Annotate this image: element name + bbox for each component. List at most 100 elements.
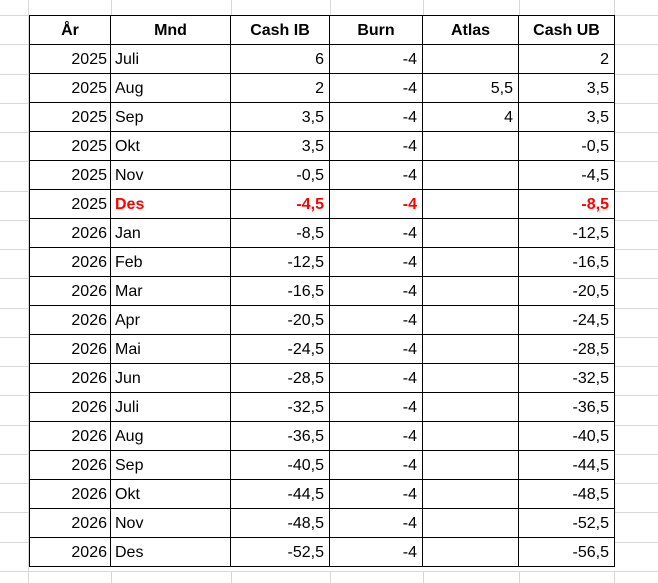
cell-cash-ub[interactable]: -8,5: [518, 189, 615, 219]
cell-burn[interactable]: -4: [329, 73, 423, 103]
cell-year[interactable]: 2025: [29, 44, 111, 74]
cell-cash-ub[interactable]: -16,5: [518, 247, 615, 277]
cell-year[interactable]: 2025: [29, 189, 111, 219]
cell-atlas[interactable]: 4: [422, 102, 519, 132]
cell-cash-ub[interactable]: -32,5: [518, 363, 615, 393]
cell-cash-ub[interactable]: -28,5: [518, 334, 615, 364]
cell-cash-ub[interactable]: -0,5: [518, 131, 615, 161]
cell-burn[interactable]: -4: [329, 218, 423, 248]
cell-cash-ib[interactable]: -44,5: [230, 479, 330, 509]
cell-mnd[interactable]: Jun: [110, 363, 231, 393]
cell-mnd[interactable]: Nov: [110, 508, 231, 538]
cell-year[interactable]: 2026: [29, 363, 111, 393]
cell-cash-ib[interactable]: -32,5: [230, 392, 330, 422]
cell-atlas[interactable]: [422, 131, 519, 161]
cell-cash-ub[interactable]: -12,5: [518, 218, 615, 248]
header-cash-ub[interactable]: Cash UB: [518, 15, 615, 45]
cell-burn[interactable]: -4: [329, 131, 423, 161]
cell-cash-ub[interactable]: -4,5: [518, 160, 615, 190]
cell-burn[interactable]: -4: [329, 421, 423, 451]
cell-cash-ib[interactable]: 2: [230, 73, 330, 103]
cell-year[interactable]: 2026: [29, 276, 111, 306]
cell-atlas[interactable]: [422, 189, 519, 219]
cell-burn[interactable]: -4: [329, 508, 423, 538]
cell-cash-ub[interactable]: -24,5: [518, 305, 615, 335]
cell-mnd[interactable]: Sep: [110, 450, 231, 480]
cell-cash-ub[interactable]: -40,5: [518, 421, 615, 451]
cell-atlas[interactable]: [422, 537, 519, 567]
cell-mnd[interactable]: Aug: [110, 421, 231, 451]
header-cash-ib[interactable]: Cash IB: [230, 15, 330, 45]
cell-atlas[interactable]: 5,5: [422, 73, 519, 103]
cell-cash-ib[interactable]: -4,5: [230, 189, 330, 219]
cell-cash-ub[interactable]: -56,5: [518, 537, 615, 567]
cell-atlas[interactable]: [422, 363, 519, 393]
cell-burn[interactable]: -4: [329, 276, 423, 306]
cell-year[interactable]: 2026: [29, 247, 111, 277]
cell-burn[interactable]: -4: [329, 189, 423, 219]
cell-atlas[interactable]: [422, 392, 519, 422]
cell-cash-ib[interactable]: 3,5: [230, 102, 330, 132]
cell-cash-ib[interactable]: -48,5: [230, 508, 330, 538]
cell-year[interactable]: 2026: [29, 450, 111, 480]
cell-atlas[interactable]: [422, 450, 519, 480]
cell-year[interactable]: 2025: [29, 160, 111, 190]
cell-atlas[interactable]: [422, 44, 519, 74]
cell-year[interactable]: 2026: [29, 334, 111, 364]
cell-cash-ib[interactable]: 3,5: [230, 131, 330, 161]
cell-year[interactable]: 2026: [29, 392, 111, 422]
cell-year[interactable]: 2026: [29, 421, 111, 451]
cell-burn[interactable]: -4: [329, 305, 423, 335]
cell-cash-ib[interactable]: -20,5: [230, 305, 330, 335]
cell-atlas[interactable]: [422, 479, 519, 509]
cell-mnd[interactable]: Nov: [110, 160, 231, 190]
cell-mnd[interactable]: Juli: [110, 392, 231, 422]
cell-year[interactable]: 2026: [29, 479, 111, 509]
cell-atlas[interactable]: [422, 247, 519, 277]
header-ar[interactable]: År: [29, 15, 111, 45]
header-atlas[interactable]: Atlas: [422, 15, 519, 45]
cell-cash-ub[interactable]: -48,5: [518, 479, 615, 509]
cell-year[interactable]: 2025: [29, 102, 111, 132]
cell-burn[interactable]: -4: [329, 247, 423, 277]
cell-year[interactable]: 2026: [29, 218, 111, 248]
cell-year[interactable]: 2026: [29, 537, 111, 567]
cell-burn[interactable]: -4: [329, 102, 423, 132]
cell-mnd[interactable]: Mai: [110, 334, 231, 364]
cell-atlas[interactable]: [422, 334, 519, 364]
cell-mnd[interactable]: Mar: [110, 276, 231, 306]
cell-atlas[interactable]: [422, 218, 519, 248]
cell-cash-ib[interactable]: 6: [230, 44, 330, 74]
cell-cash-ib[interactable]: -40,5: [230, 450, 330, 480]
cell-burn[interactable]: -4: [329, 363, 423, 393]
cell-cash-ub[interactable]: -44,5: [518, 450, 615, 480]
cell-cash-ib[interactable]: -8,5: [230, 218, 330, 248]
cell-cash-ib[interactable]: -24,5: [230, 334, 330, 364]
cell-cash-ib[interactable]: -0,5: [230, 160, 330, 190]
cell-cash-ib[interactable]: -12,5: [230, 247, 330, 277]
cell-mnd[interactable]: Apr: [110, 305, 231, 335]
cell-year[interactable]: 2026: [29, 508, 111, 538]
cell-cash-ub[interactable]: -20,5: [518, 276, 615, 306]
cell-year[interactable]: 2025: [29, 131, 111, 161]
cell-cash-ib[interactable]: -28,5: [230, 363, 330, 393]
cell-burn[interactable]: -4: [329, 450, 423, 480]
cell-cash-ib[interactable]: -36,5: [230, 421, 330, 451]
cell-year[interactable]: 2025: [29, 73, 111, 103]
cell-atlas[interactable]: [422, 305, 519, 335]
cell-mnd[interactable]: Sep: [110, 102, 231, 132]
cell-burn[interactable]: -4: [329, 160, 423, 190]
cell-atlas[interactable]: [422, 276, 519, 306]
header-mnd[interactable]: Mnd: [110, 15, 231, 45]
cell-burn[interactable]: -4: [329, 334, 423, 364]
cell-mnd[interactable]: Feb: [110, 247, 231, 277]
cell-atlas[interactable]: [422, 508, 519, 538]
cell-mnd[interactable]: Okt: [110, 479, 231, 509]
cell-year[interactable]: 2026: [29, 305, 111, 335]
cell-cash-ub[interactable]: 2: [518, 44, 615, 74]
cell-cash-ub[interactable]: -52,5: [518, 508, 615, 538]
cell-burn[interactable]: -4: [329, 479, 423, 509]
cell-mnd[interactable]: Okt: [110, 131, 231, 161]
cell-mnd[interactable]: Des: [110, 189, 231, 219]
cell-cash-ib[interactable]: -16,5: [230, 276, 330, 306]
